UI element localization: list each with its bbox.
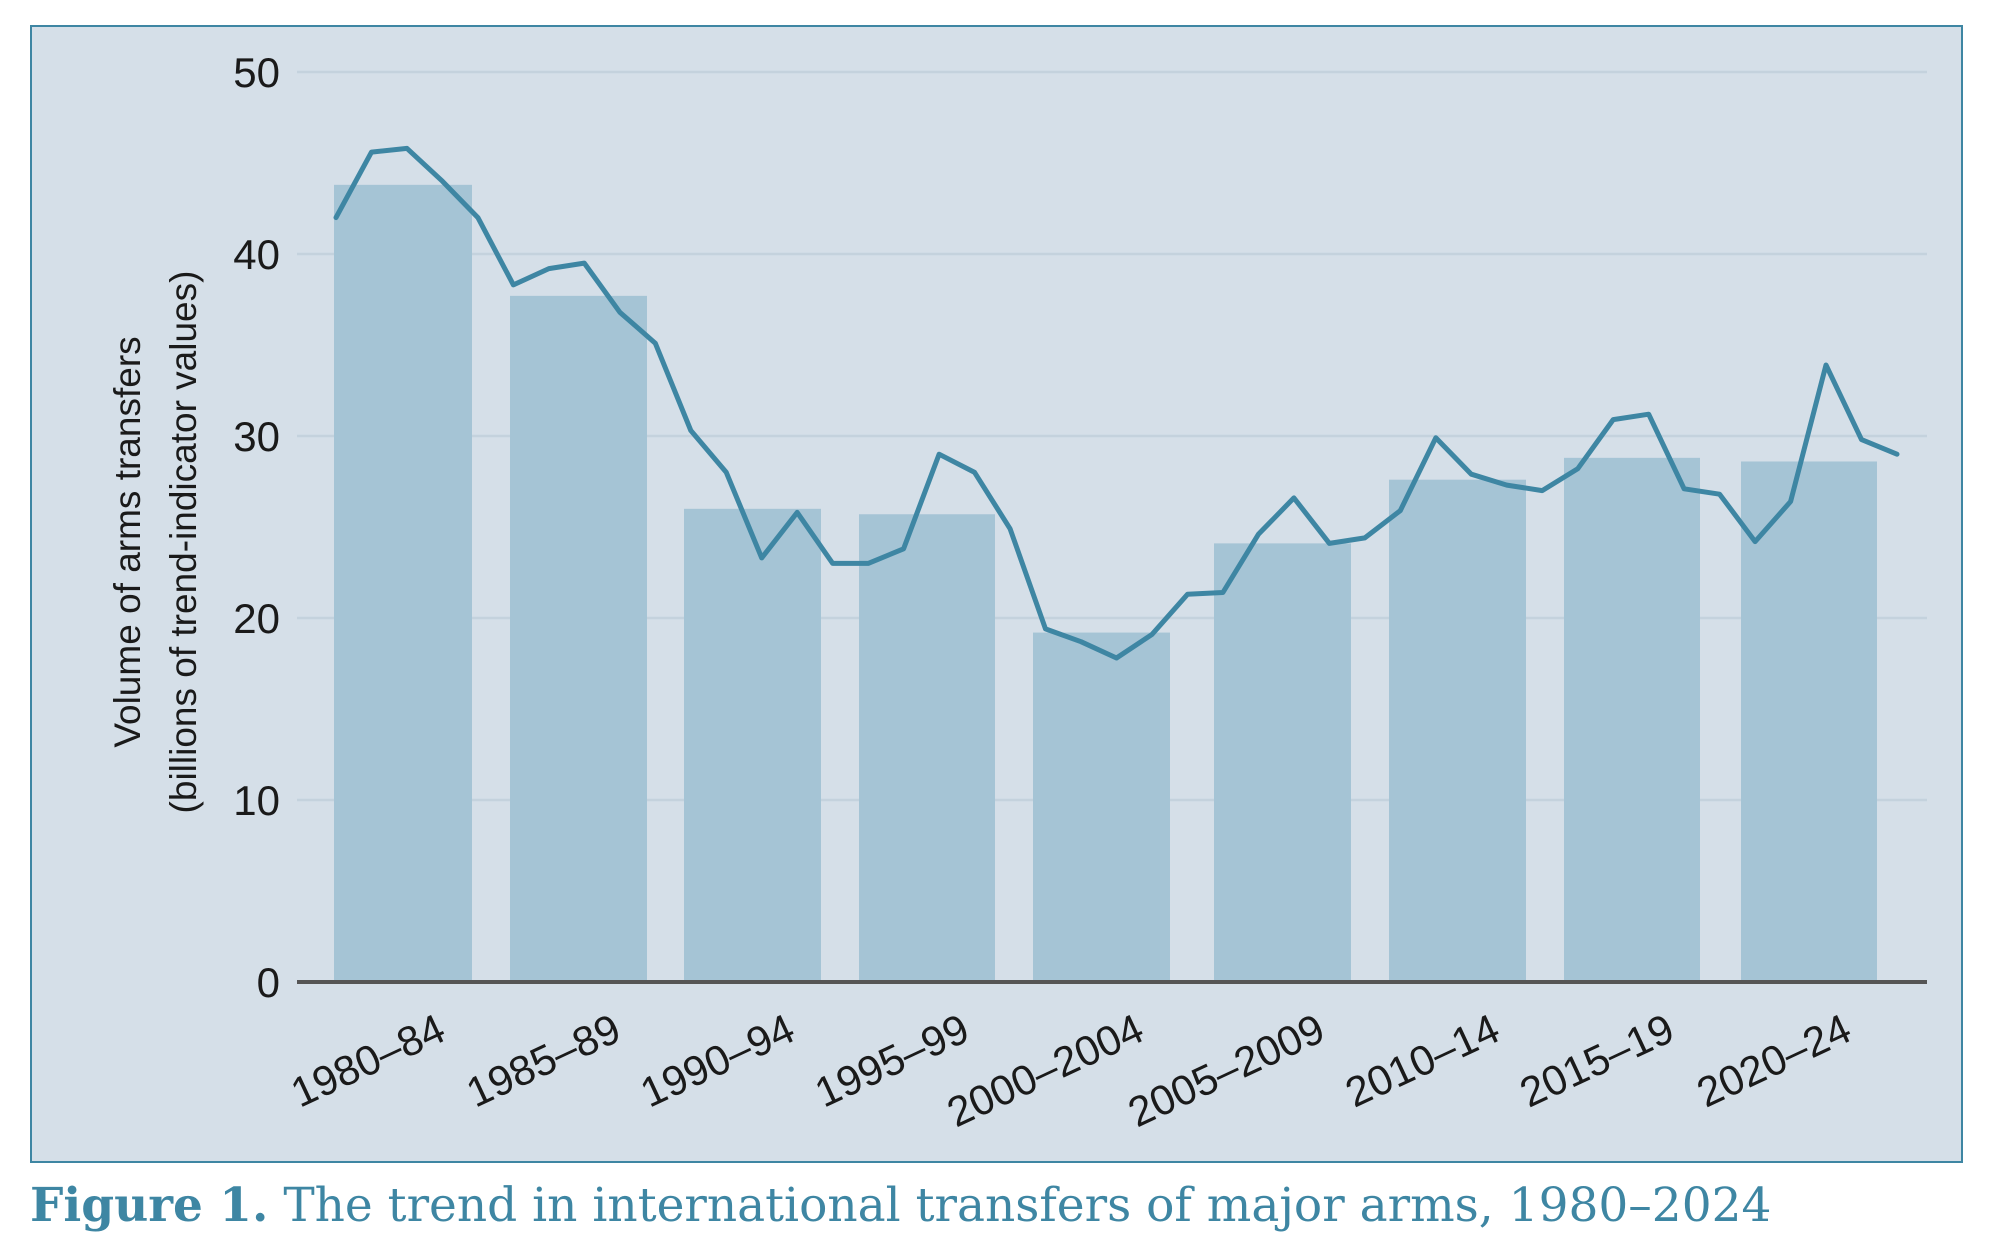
x-tick-label: 2010–14: [1338, 1005, 1506, 1117]
bar: [684, 508, 821, 982]
y-axis-title-line2: (billions of trend-indicator values): [163, 271, 204, 814]
figure-caption: Figure 1. The trend in international tra…: [30, 1178, 1771, 1233]
x-tick-label: 1990–94: [633, 1005, 801, 1117]
bar: [1564, 457, 1700, 983]
y-axis-title-line1: Volume of arms transfers: [107, 336, 148, 747]
x-tick-label: 2020–24: [1690, 1005, 1858, 1117]
bar: [859, 514, 995, 982]
x-tick-labels: 1980–84 1985–89 1990–94 1995–992000–2004200…: [284, 1005, 1858, 1136]
x-tick-label: 2000–2004: [940, 1005, 1150, 1136]
x-tick-label: 1980–84: [284, 1005, 452, 1117]
trend-line: [333, 145, 1900, 661]
bar: [334, 184, 472, 983]
y-tick-label: 30: [233, 413, 280, 460]
y-tick-label: 40: [233, 231, 280, 278]
bar: [1389, 479, 1526, 982]
chart-svg: 0 10 20 30 40 50 1980–84 1985–89 1990–94 1995–99…: [107, 49, 1927, 1136]
chart-panel: 0 10 20 30 40 50 1980–84 1985–89 1990–94 1995–99…: [30, 25, 1963, 1163]
bar: [1214, 543, 1351, 982]
y-tick-label: 0: [257, 959, 280, 1006]
figure-caption-label: Figure 1.: [30, 1178, 269, 1233]
bar: [1033, 632, 1170, 982]
line-layer: [333, 145, 1900, 661]
y-tick-label: 50: [233, 49, 280, 96]
bar-layer: [334, 184, 1877, 983]
figure-caption-text: The trend in international transfers of …: [283, 1178, 1772, 1233]
x-tick-label: 2005–2009: [1121, 1005, 1331, 1136]
x-tick-label: 1985–89: [459, 1005, 627, 1117]
x-tick-label: 2015–19: [1513, 1005, 1681, 1117]
y-tick-label: 20: [233, 595, 280, 642]
bar: [1741, 461, 1877, 983]
y-axis-title: Volume of arms transfers (billions of tr…: [107, 271, 204, 814]
bar: [510, 295, 647, 982]
y-tick-label: 10: [233, 777, 280, 824]
y-tick-labels: 0 10 20 30 40 50: [233, 49, 280, 1006]
